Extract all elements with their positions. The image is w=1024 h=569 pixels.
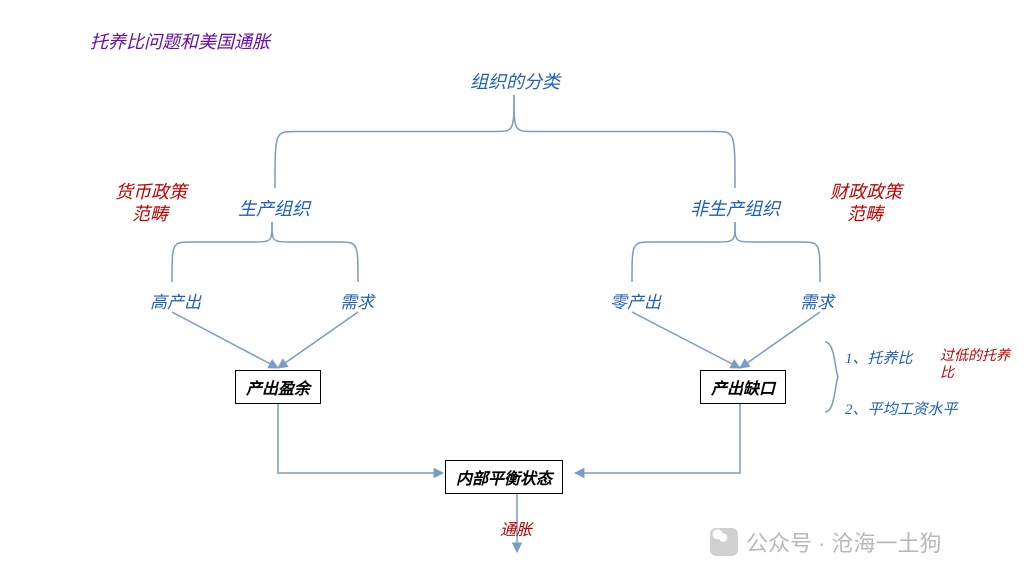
annotation-low-2: 比 <box>940 362 954 382</box>
label-fiscal-2: 范畴 <box>847 200 883 226</box>
box-gap: 产出缺口 <box>700 370 786 404</box>
annotation-1: 1、托养比 <box>845 347 913 368</box>
watermark: 公众号 · 沧海一土狗 <box>710 526 942 558</box>
node-nonproduction: 非生产组织 <box>690 195 780 221</box>
node-inflation: 通胀 <box>500 516 532 540</box>
box-surplus: 产出盈余 <box>235 370 321 404</box>
annotation-2: 2、平均工资水平 <box>845 398 958 419</box>
node-demand-left: 需求 <box>340 288 374 313</box>
wechat-icon <box>710 528 738 556</box>
box-balance: 内部平衡状态 <box>445 460 563 494</box>
node-production: 生产组织 <box>238 195 310 221</box>
page-title: 托养比问题和美国通胀 <box>90 28 270 54</box>
node-root: 组织的分类 <box>470 68 560 94</box>
node-zero-output: 零产出 <box>610 288 661 313</box>
label-monetary-2: 范畴 <box>132 200 168 226</box>
node-high-output: 高产出 <box>150 288 201 313</box>
watermark-text: 公众号 · 沧海一土狗 <box>746 526 942 558</box>
node-demand-right: 需求 <box>800 288 834 313</box>
